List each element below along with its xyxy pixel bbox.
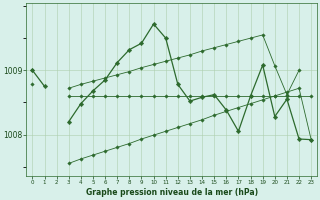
X-axis label: Graphe pression niveau de la mer (hPa): Graphe pression niveau de la mer (hPa) [86, 188, 258, 197]
